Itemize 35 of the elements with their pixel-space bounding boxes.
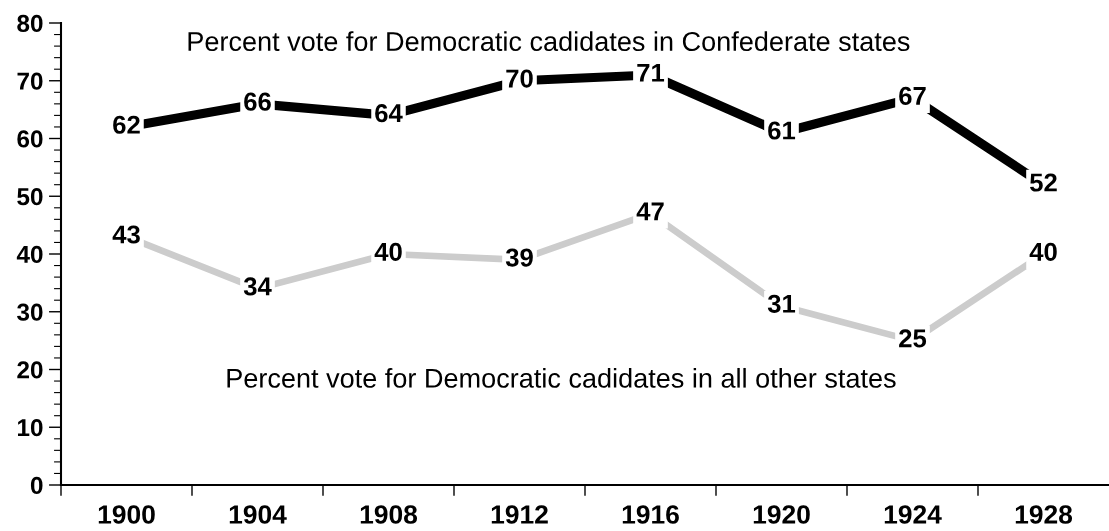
y-tick-label: 0 bbox=[30, 476, 43, 495]
data-label: 43 bbox=[112, 225, 140, 244]
y-tick-label: 40 bbox=[16, 245, 43, 264]
data-label: 40 bbox=[374, 242, 402, 261]
x-tick-label: 1904 bbox=[229, 505, 287, 524]
data-label: 64 bbox=[375, 104, 403, 123]
data-label: 67 bbox=[899, 86, 926, 105]
data-label: 61 bbox=[768, 121, 796, 140]
y-tick-label: 30 bbox=[17, 303, 43, 321]
data-label: 52 bbox=[1030, 173, 1057, 192]
data-label: 34 bbox=[243, 277, 272, 296]
x-tick-label: 1916 bbox=[622, 505, 679, 524]
x-tick-label: 1908 bbox=[360, 505, 418, 524]
x-tick-label: 1912 bbox=[491, 505, 548, 524]
data-label: 47 bbox=[636, 202, 664, 221]
data-label: 66 bbox=[244, 92, 271, 111]
y-tick-label: 70 bbox=[17, 72, 43, 90]
series-label: Percent vote for Democratic cadidates in Confederate states bbox=[188, 31, 910, 52]
y-tick-label: 50 bbox=[17, 188, 43, 206]
y-tick-label: 60 bbox=[17, 130, 43, 148]
x-tick-label: 1924 bbox=[884, 505, 942, 524]
data-label: 39 bbox=[505, 248, 533, 267]
x-tick-label: 1900 bbox=[98, 505, 155, 524]
data-label: 70 bbox=[506, 69, 533, 88]
y-tick-label: 80 bbox=[17, 14, 43, 33]
data-label: 62 bbox=[113, 115, 140, 134]
y-tick-label: 10 bbox=[18, 419, 43, 437]
data-label: 71 bbox=[637, 63, 665, 82]
x-tick-label: 1920 bbox=[753, 505, 810, 524]
data-label: 31 bbox=[767, 294, 796, 313]
series-label: Percent vote for Democratic cadidates in all other states bbox=[227, 367, 896, 388]
data-label: 40 bbox=[1029, 242, 1057, 261]
y-tick-label: 20 bbox=[17, 361, 43, 379]
x-tick-label: 1928 bbox=[1015, 505, 1073, 524]
data-label: 25 bbox=[899, 329, 927, 348]
